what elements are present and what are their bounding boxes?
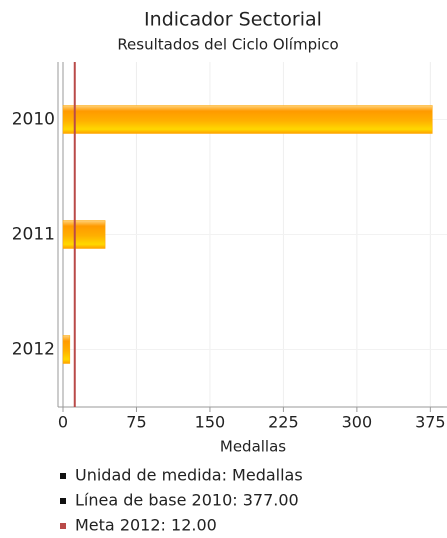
x-tick-label: 300 (342, 413, 373, 432)
bar (62, 335, 71, 364)
x-axis-label: Medallas (220, 438, 286, 456)
legend-label: Línea de base 2010: 377.00 (75, 491, 299, 510)
legend-marker (60, 473, 66, 479)
x-tick-label: 225 (268, 413, 299, 432)
bar (62, 105, 433, 134)
chart-title: Indicador Sectorial (144, 9, 322, 31)
y-tick-label: 2012 (12, 340, 55, 360)
legend-marker (60, 498, 66, 504)
bar (62, 220, 106, 249)
x-tick-label: 0 (58, 413, 68, 432)
x-tick-label: 150 (195, 413, 226, 432)
y-tick-label: 2011 (12, 225, 55, 245)
chart-subtitle: Resultados del Ciclo Olímpico (117, 36, 338, 54)
legend-label: Meta 2012: 12.00 (75, 516, 217, 535)
legend-label: Unidad de medida: Medallas (75, 466, 303, 485)
legend-marker (60, 523, 66, 529)
x-tick-label: 75 (126, 413, 146, 432)
y-tick-label: 2010 (12, 110, 55, 130)
x-tick-label: 375 (415, 413, 446, 432)
